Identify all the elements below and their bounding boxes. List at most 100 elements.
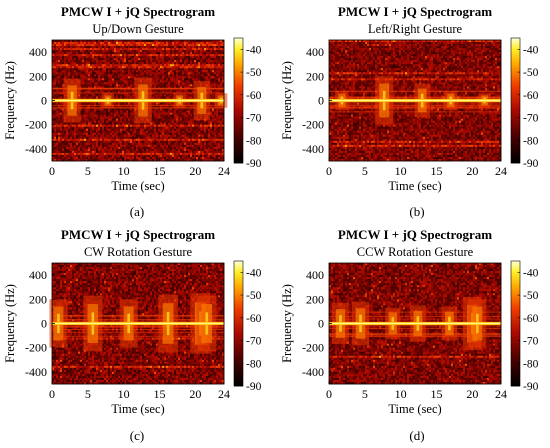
noise-cell — [210, 144, 213, 148]
noise-cell — [52, 114, 55, 117]
noise-cell — [126, 130, 129, 134]
noise-cell — [168, 150, 171, 154]
noise-cell — [176, 136, 179, 140]
noise-cell — [120, 46, 123, 49]
noise-cell — [140, 76, 143, 79]
noise-cell — [110, 150, 113, 154]
noise-cell — [188, 140, 191, 144]
noise-cell — [110, 68, 113, 71]
noise-cell — [110, 44, 113, 47]
noise-cell — [208, 42, 211, 45]
noise-cell — [70, 136, 73, 140]
noise-cell — [68, 50, 71, 53]
noise-cell — [88, 120, 91, 123]
noise-cell — [56, 80, 59, 83]
noise-cell — [196, 70, 199, 73]
noise-cell — [60, 116, 63, 119]
noise-cell — [100, 102, 103, 105]
noise-cell — [158, 110, 161, 113]
noise-cell — [222, 58, 225, 61]
noise-cell — [208, 40, 211, 43]
noise-cell — [176, 150, 179, 154]
noise-cell — [170, 108, 173, 111]
noise-cell — [78, 124, 81, 128]
noise-cell — [138, 72, 141, 75]
noise-cell — [104, 108, 107, 111]
noise-cell — [92, 80, 95, 83]
noise-cell — [120, 62, 123, 65]
noise-cell — [126, 116, 129, 119]
noise-cell — [70, 42, 73, 45]
noise-cell — [218, 122, 221, 125]
noise-cell — [118, 144, 121, 148]
noise-cell — [138, 70, 141, 73]
noise-cell — [212, 66, 215, 69]
noise-cell — [96, 146, 99, 150]
noise-cell — [124, 60, 127, 63]
noise-cell — [130, 108, 133, 111]
noise-cell — [168, 46, 171, 49]
noise-cell — [200, 76, 203, 79]
noise-cell — [214, 78, 217, 81]
noise-cell — [84, 42, 87, 45]
noise-cell — [88, 76, 91, 79]
noise-cell — [94, 84, 97, 87]
noise-cell — [198, 68, 201, 71]
noise-cell — [218, 110, 221, 113]
noise-cell — [128, 140, 131, 144]
noise-cell — [196, 40, 199, 43]
noise-cell — [100, 140, 103, 144]
noise-cell — [154, 94, 157, 97]
noise-cell — [206, 44, 209, 47]
noise-cell — [198, 50, 201, 53]
noise-cell — [150, 148, 153, 152]
noise-cell — [212, 132, 215, 136]
noise-cell — [74, 138, 77, 142]
noise-cell — [164, 142, 167, 146]
noise-cell — [118, 78, 121, 81]
noise-cell — [88, 126, 91, 130]
noise-cell — [214, 64, 217, 67]
noise-cell — [120, 82, 123, 85]
noise-cell — [174, 60, 177, 63]
noise-cell — [102, 140, 105, 144]
noise-cell — [110, 72, 113, 75]
noise-cell — [76, 142, 79, 146]
noise-cell — [128, 126, 131, 130]
noise-cell — [202, 120, 205, 123]
noise-cell — [204, 48, 207, 51]
noise-cell — [68, 46, 71, 49]
noise-cell — [172, 140, 175, 144]
noise-cell — [172, 70, 175, 73]
noise-cell — [174, 58, 177, 61]
noise-cell — [128, 64, 131, 67]
noise-cell — [146, 68, 149, 71]
noise-cell — [154, 130, 157, 134]
noise-cell — [72, 128, 75, 132]
noise-cell — [164, 134, 167, 138]
noise-cell — [100, 82, 103, 85]
noise-cell — [110, 130, 113, 134]
noise-cell — [184, 82, 187, 85]
noise-cell — [98, 134, 101, 138]
noise-cell — [58, 78, 61, 81]
noise-cell — [124, 146, 127, 150]
noise-cell — [144, 48, 147, 51]
noise-cell — [222, 140, 225, 144]
noise-cell — [176, 78, 179, 81]
noise-cell — [74, 46, 77, 49]
noise-cell — [70, 54, 73, 57]
noise-cell — [166, 54, 169, 57]
noise-cell — [194, 40, 197, 43]
noise-cell — [164, 86, 167, 89]
noise-cell — [170, 68, 173, 71]
noise-cell — [116, 56, 119, 59]
noise-cell — [184, 130, 187, 134]
noise-cell — [214, 66, 217, 69]
noise-cell — [210, 88, 213, 91]
noise-cell — [60, 54, 63, 57]
noise-cell — [120, 56, 123, 59]
noise-cell — [140, 56, 143, 59]
noise-cell — [166, 44, 169, 47]
noise-cell — [176, 62, 179, 65]
